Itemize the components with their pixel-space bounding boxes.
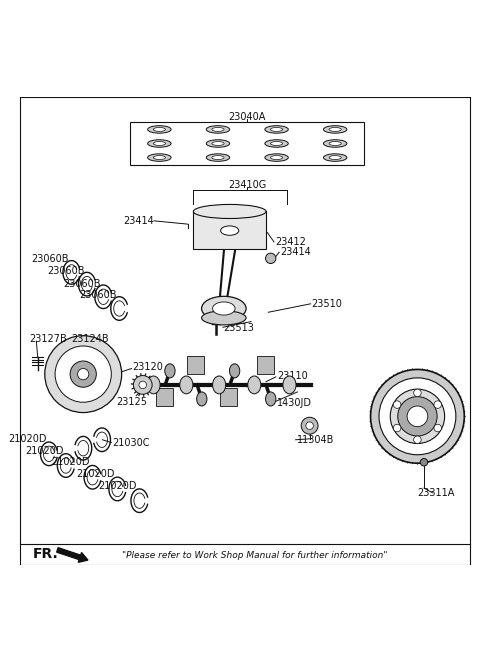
Text: 23260: 23260 xyxy=(403,382,434,393)
Ellipse shape xyxy=(324,140,347,147)
Text: 23311A: 23311A xyxy=(418,488,455,498)
Ellipse shape xyxy=(153,128,166,131)
Text: 21020D: 21020D xyxy=(25,446,63,455)
Circle shape xyxy=(407,406,428,426)
Text: 23060B: 23060B xyxy=(80,291,117,301)
Ellipse shape xyxy=(265,126,288,133)
Ellipse shape xyxy=(213,376,226,394)
Bar xyxy=(220,388,237,406)
Text: 23124B: 23124B xyxy=(72,334,109,344)
Text: 23414: 23414 xyxy=(280,247,311,258)
Ellipse shape xyxy=(148,154,171,162)
Text: FR.: FR. xyxy=(33,547,59,561)
Text: 1430JD: 1430JD xyxy=(277,398,312,408)
Ellipse shape xyxy=(147,376,160,394)
Text: 23127B: 23127B xyxy=(29,334,67,344)
Text: 23412: 23412 xyxy=(275,237,306,247)
Circle shape xyxy=(306,422,313,430)
Circle shape xyxy=(55,346,111,402)
Ellipse shape xyxy=(265,392,276,406)
Circle shape xyxy=(394,424,401,432)
Circle shape xyxy=(394,401,401,408)
Text: 23414: 23414 xyxy=(123,216,154,226)
Text: "Please refer to Work Shop Manual for further information": "Please refer to Work Shop Manual for fu… xyxy=(121,551,387,559)
Ellipse shape xyxy=(324,126,347,133)
Circle shape xyxy=(434,424,442,432)
Circle shape xyxy=(414,389,421,397)
Text: 21030C: 21030C xyxy=(113,438,150,448)
Ellipse shape xyxy=(329,128,341,131)
Text: 23040A: 23040A xyxy=(228,112,266,122)
Bar xyxy=(130,122,364,165)
Bar xyxy=(193,211,266,249)
Text: 23060B: 23060B xyxy=(47,266,84,276)
Ellipse shape xyxy=(212,128,224,131)
Ellipse shape xyxy=(329,156,341,160)
Ellipse shape xyxy=(202,311,246,325)
Text: 23110: 23110 xyxy=(277,371,308,381)
Ellipse shape xyxy=(148,126,171,133)
Circle shape xyxy=(133,375,152,395)
Text: 23120: 23120 xyxy=(132,362,163,372)
Ellipse shape xyxy=(202,297,246,320)
Text: 23125: 23125 xyxy=(116,397,147,407)
Ellipse shape xyxy=(265,140,288,147)
Text: 23513: 23513 xyxy=(223,323,254,333)
Circle shape xyxy=(390,389,444,444)
Ellipse shape xyxy=(165,364,175,378)
Circle shape xyxy=(414,436,421,444)
Circle shape xyxy=(139,381,146,389)
Ellipse shape xyxy=(265,154,288,162)
Text: 23060B: 23060B xyxy=(63,279,101,289)
Bar xyxy=(156,388,173,406)
Ellipse shape xyxy=(206,126,230,133)
Circle shape xyxy=(434,401,442,408)
Ellipse shape xyxy=(283,376,296,394)
Circle shape xyxy=(371,369,464,463)
Ellipse shape xyxy=(197,392,207,406)
Ellipse shape xyxy=(212,156,224,160)
Text: 21020D: 21020D xyxy=(77,469,115,479)
Text: 23060B: 23060B xyxy=(32,254,69,264)
Ellipse shape xyxy=(206,154,230,162)
FancyArrow shape xyxy=(57,547,88,562)
Ellipse shape xyxy=(270,142,283,146)
Text: 21020D: 21020D xyxy=(8,434,47,444)
Ellipse shape xyxy=(270,156,283,160)
Text: 11304B: 11304B xyxy=(297,435,334,445)
Ellipse shape xyxy=(270,128,283,131)
Circle shape xyxy=(420,459,428,466)
Bar xyxy=(257,356,274,374)
Circle shape xyxy=(265,253,276,263)
Text: 21020D: 21020D xyxy=(52,457,90,467)
Circle shape xyxy=(301,417,318,434)
Ellipse shape xyxy=(193,205,266,218)
Ellipse shape xyxy=(248,376,261,394)
Ellipse shape xyxy=(206,140,230,147)
Ellipse shape xyxy=(180,376,193,394)
Text: 23410G: 23410G xyxy=(228,180,266,190)
Circle shape xyxy=(78,369,89,380)
Ellipse shape xyxy=(213,302,235,315)
Ellipse shape xyxy=(212,142,224,146)
Circle shape xyxy=(398,397,437,436)
Ellipse shape xyxy=(229,364,240,378)
Ellipse shape xyxy=(221,226,239,235)
Circle shape xyxy=(379,378,456,455)
Circle shape xyxy=(45,336,121,412)
Ellipse shape xyxy=(153,142,166,146)
Text: 21020D: 21020D xyxy=(98,481,137,491)
Ellipse shape xyxy=(329,142,341,146)
Ellipse shape xyxy=(148,140,171,147)
Ellipse shape xyxy=(324,154,347,162)
Circle shape xyxy=(70,361,96,387)
Text: 23510: 23510 xyxy=(312,299,342,308)
Ellipse shape xyxy=(153,156,166,160)
Bar xyxy=(187,356,204,374)
